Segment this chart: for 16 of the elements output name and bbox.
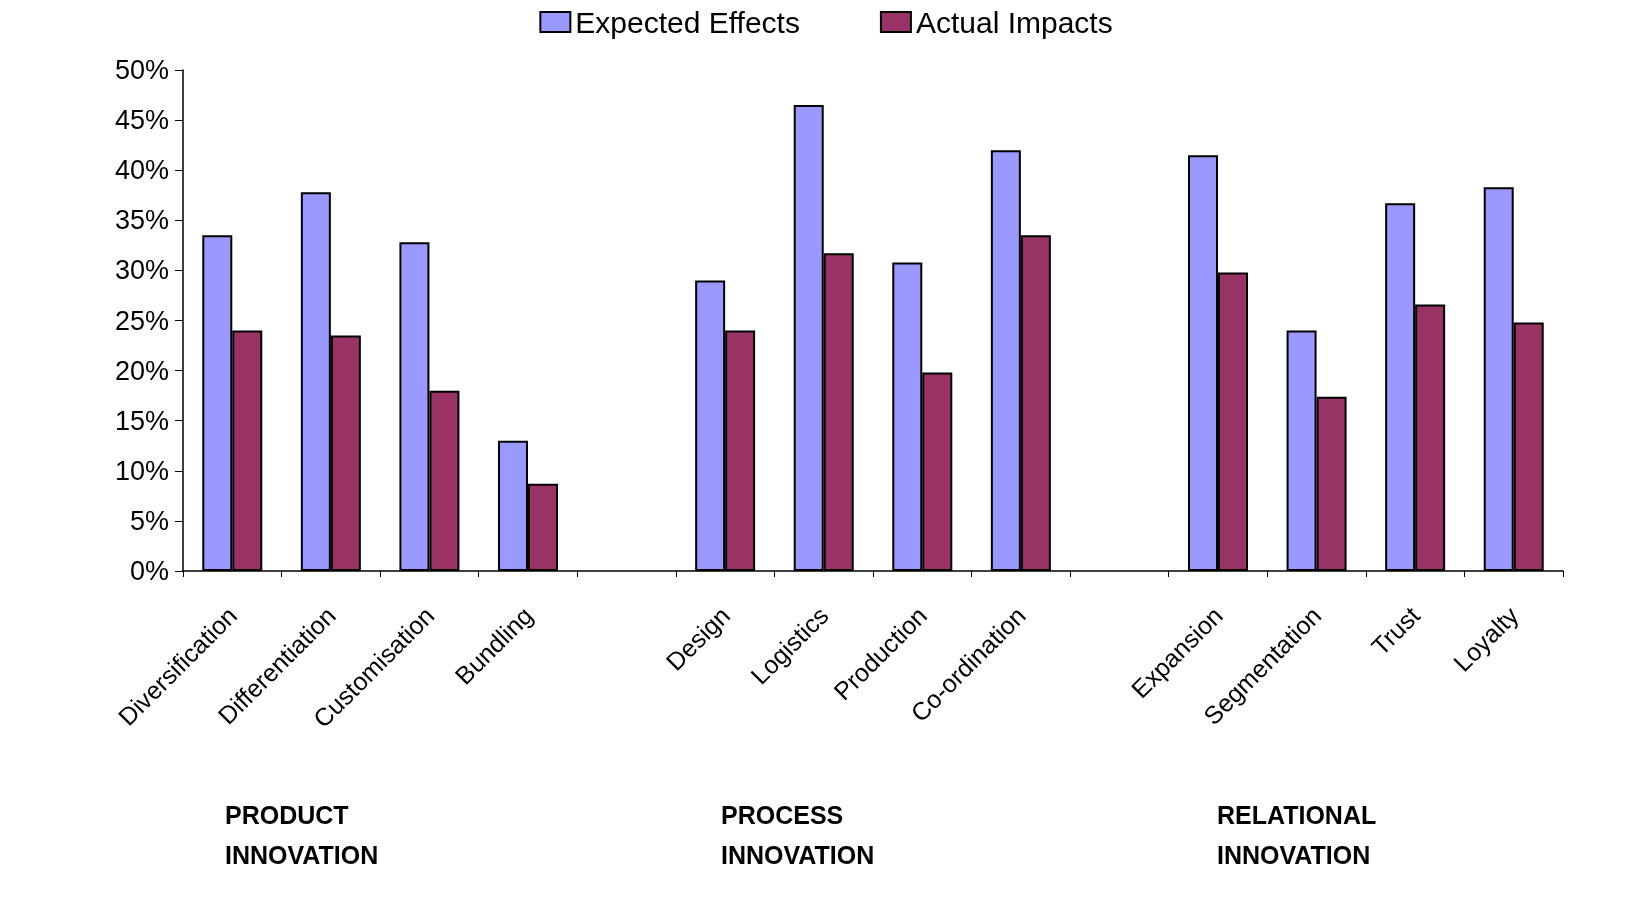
y-tick-label: 10% bbox=[114, 455, 169, 486]
legend-label: Expected Effects bbox=[575, 5, 800, 39]
y-tick-label: 35% bbox=[114, 205, 169, 236]
y-tick-label: 30% bbox=[114, 255, 169, 286]
text: RELATIONAL INNOVATION bbox=[1217, 801, 1377, 869]
y-tick-label: 25% bbox=[114, 305, 169, 336]
y-tick-label: 20% bbox=[114, 355, 169, 386]
text: PRODUCT INNOVATION bbox=[225, 801, 379, 869]
y-tick-label: 5% bbox=[129, 505, 169, 536]
y-tick-label: 40% bbox=[114, 155, 169, 186]
text: PROCESS INNOVATION bbox=[721, 801, 875, 869]
legend-label: Actual Impacts bbox=[915, 5, 1113, 39]
y-tick-label: 0% bbox=[129, 556, 169, 586]
y-tick-label: 15% bbox=[114, 405, 169, 436]
y-tick-label: 50% bbox=[114, 55, 169, 85]
y-tick-label: 45% bbox=[114, 105, 169, 136]
